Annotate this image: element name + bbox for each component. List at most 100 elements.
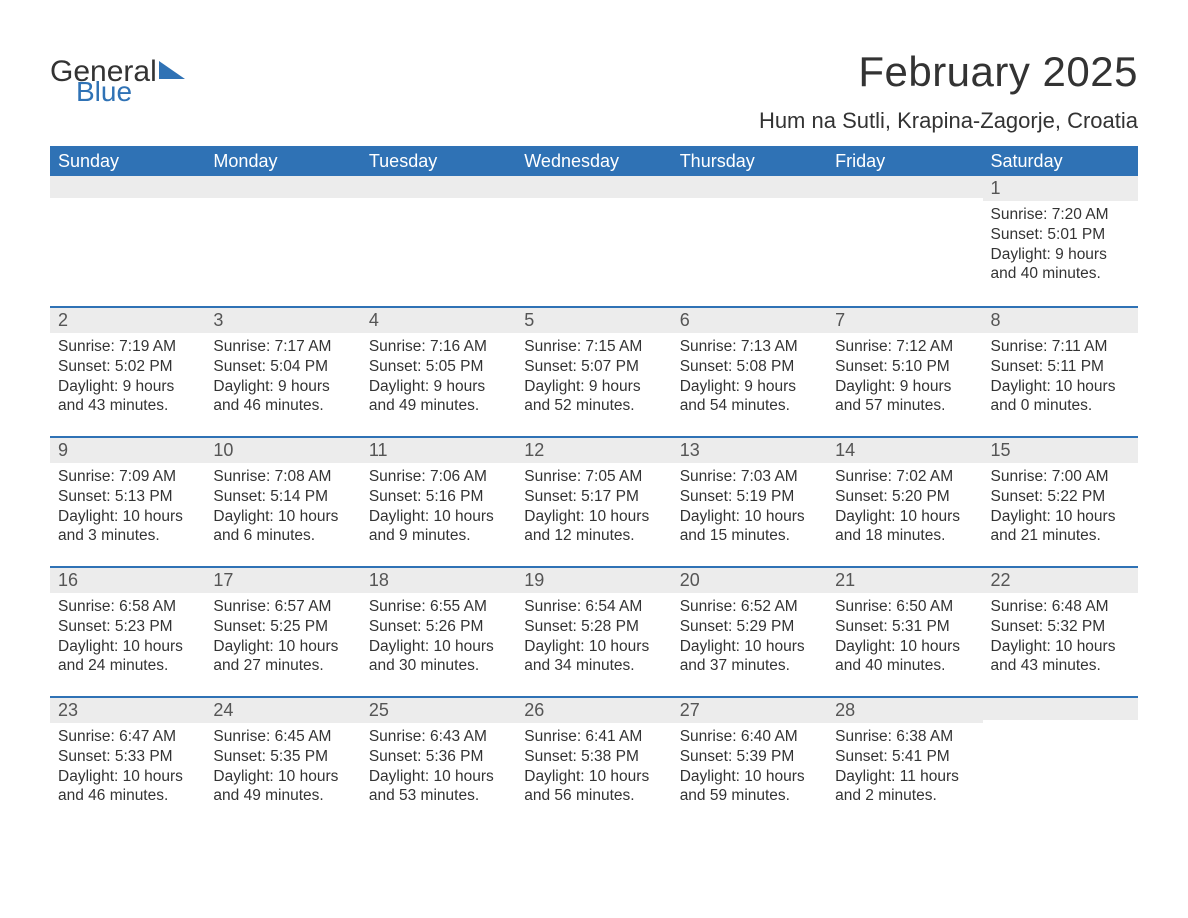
day-number-row: 5: [516, 306, 671, 333]
sunrise-line: Sunrise: 7:02 AM: [835, 467, 974, 487]
daylight-line: Daylight: 9 hours and 54 minutes.: [680, 377, 819, 417]
daylight-line: Daylight: 10 hours and 43 minutes.: [991, 637, 1130, 677]
daylight-line: Daylight: 10 hours and 12 minutes.: [524, 507, 663, 547]
sunrise-line: Sunrise: 7:20 AM: [991, 205, 1130, 225]
day-number: 26: [524, 700, 544, 720]
day-body: Sunrise: 6:52 AMSunset: 5:29 PMDaylight:…: [672, 593, 827, 684]
day-body: Sunrise: 7:09 AMSunset: 5:13 PMDaylight:…: [50, 463, 205, 554]
day-number: 22: [991, 570, 1011, 590]
day-number: 9: [58, 440, 68, 460]
daylight-line: Daylight: 10 hours and 56 minutes.: [524, 767, 663, 807]
day-number-row: 25: [361, 696, 516, 723]
calendar-head: SundayMondayTuesdayWednesdayThursdayFrid…: [50, 146, 1138, 176]
day-body: Sunrise: 7:08 AMSunset: 5:14 PMDaylight:…: [205, 463, 360, 554]
day-number-row: 17: [205, 566, 360, 593]
sunset-line: Sunset: 5:11 PM: [991, 357, 1130, 377]
day-number: 15: [991, 440, 1011, 460]
day-number: 2: [58, 310, 68, 330]
day-body: Sunrise: 7:17 AMSunset: 5:04 PMDaylight:…: [205, 333, 360, 424]
day-number: 8: [991, 310, 1001, 330]
calendar-day-cell: [672, 176, 827, 306]
calendar-day-cell: 1Sunrise: 7:20 AMSunset: 5:01 PMDaylight…: [983, 176, 1138, 306]
sunrise-line: Sunrise: 6:50 AM: [835, 597, 974, 617]
sunset-line: Sunset: 5:02 PM: [58, 357, 197, 377]
sunrise-line: Sunrise: 6:40 AM: [680, 727, 819, 747]
day-number-row: 28: [827, 696, 982, 723]
calendar-day-cell: 14Sunrise: 7:02 AMSunset: 5:20 PMDayligh…: [827, 436, 982, 566]
sunset-line: Sunset: 5:39 PM: [680, 747, 819, 767]
day-number-row: [205, 176, 360, 198]
day-number: 16: [58, 570, 78, 590]
weekday-header: Sunday: [50, 146, 205, 176]
day-number-row: 18: [361, 566, 516, 593]
weekday-header: Thursday: [672, 146, 827, 176]
title-block: February 2025 Hum na Sutli, Krapina-Zago…: [759, 48, 1138, 134]
day-body: [983, 720, 1138, 732]
sunset-line: Sunset: 5:16 PM: [369, 487, 508, 507]
sunset-line: Sunset: 5:32 PM: [991, 617, 1130, 637]
calendar-day-cell: [205, 176, 360, 306]
daylight-line: Daylight: 10 hours and 59 minutes.: [680, 767, 819, 807]
calendar-day-cell: 19Sunrise: 6:54 AMSunset: 5:28 PMDayligh…: [516, 566, 671, 696]
calendar-day-cell: [516, 176, 671, 306]
weekday-header: Wednesday: [516, 146, 671, 176]
day-number-row: 21: [827, 566, 982, 593]
day-number-row: 13: [672, 436, 827, 463]
sunrise-line: Sunrise: 7:13 AM: [680, 337, 819, 357]
weekday-header: Monday: [205, 146, 360, 176]
day-body: Sunrise: 7:11 AMSunset: 5:11 PMDaylight:…: [983, 333, 1138, 424]
day-number-row: 23: [50, 696, 205, 723]
calendar-day-cell: 7Sunrise: 7:12 AMSunset: 5:10 PMDaylight…: [827, 306, 982, 436]
sunset-line: Sunset: 5:25 PM: [213, 617, 352, 637]
calendar-day-cell: 11Sunrise: 7:06 AMSunset: 5:16 PMDayligh…: [361, 436, 516, 566]
sunrise-line: Sunrise: 6:41 AM: [524, 727, 663, 747]
day-body: Sunrise: 6:54 AMSunset: 5:28 PMDaylight:…: [516, 593, 671, 684]
sunrise-line: Sunrise: 6:47 AM: [58, 727, 197, 747]
sunset-line: Sunset: 5:20 PM: [835, 487, 974, 507]
location-text: Hum na Sutli, Krapina-Zagorje, Croatia: [759, 108, 1138, 134]
day-number: 27: [680, 700, 700, 720]
day-body: Sunrise: 7:05 AMSunset: 5:17 PMDaylight:…: [516, 463, 671, 554]
sunset-line: Sunset: 5:10 PM: [835, 357, 974, 377]
day-number: 21: [835, 570, 855, 590]
sunset-line: Sunset: 5:22 PM: [991, 487, 1130, 507]
sunset-line: Sunset: 5:14 PM: [213, 487, 352, 507]
day-number-row: 24: [205, 696, 360, 723]
page-header: General Blue February 2025 Hum na Sutli,…: [50, 48, 1138, 134]
daylight-line: Daylight: 9 hours and 49 minutes.: [369, 377, 508, 417]
sunset-line: Sunset: 5:13 PM: [58, 487, 197, 507]
sunset-line: Sunset: 5:35 PM: [213, 747, 352, 767]
day-body: Sunrise: 6:50 AMSunset: 5:31 PMDaylight:…: [827, 593, 982, 684]
day-number: 23: [58, 700, 78, 720]
sunset-line: Sunset: 5:31 PM: [835, 617, 974, 637]
day-body: [205, 198, 360, 210]
day-number: 10: [213, 440, 233, 460]
day-body: Sunrise: 7:00 AMSunset: 5:22 PMDaylight:…: [983, 463, 1138, 554]
calendar-body: 1Sunrise: 7:20 AMSunset: 5:01 PMDaylight…: [50, 176, 1138, 826]
sunset-line: Sunset: 5:05 PM: [369, 357, 508, 377]
calendar-day-cell: 23Sunrise: 6:47 AMSunset: 5:33 PMDayligh…: [50, 696, 205, 826]
day-body: Sunrise: 6:55 AMSunset: 5:26 PMDaylight:…: [361, 593, 516, 684]
sunset-line: Sunset: 5:07 PM: [524, 357, 663, 377]
day-number-row: 4: [361, 306, 516, 333]
day-number-row: 15: [983, 436, 1138, 463]
day-number-row: 9: [50, 436, 205, 463]
calendar-day-cell: 27 Sunrise: 6:40 AMSunset: 5:39 PMDayligh…: [672, 696, 827, 826]
calendar-day-cell: [827, 176, 982, 306]
daylight-line: Daylight: 10 hours and 21 minutes.: [991, 507, 1130, 547]
calendar-day-cell: [50, 176, 205, 306]
daylight-line: Daylight: 10 hours and 49 minutes.: [213, 767, 352, 807]
daylight-line: Daylight: 10 hours and 34 minutes.: [524, 637, 663, 677]
sunrise-line: Sunrise: 6:55 AM: [369, 597, 508, 617]
daylight-line: Daylight: 10 hours and 18 minutes.: [835, 507, 974, 547]
sunrise-line: Sunrise: 7:19 AM: [58, 337, 197, 357]
day-number-row: 16: [50, 566, 205, 593]
day-body: Sunrise: 7:19 AMSunset: 5:02 PMDaylight:…: [50, 333, 205, 424]
day-body: [50, 198, 205, 210]
day-number: 13: [680, 440, 700, 460]
day-number-row: 20: [672, 566, 827, 593]
calendar-table: SundayMondayTuesdayWednesdayThursdayFrid…: [50, 146, 1138, 826]
day-number-row: 6: [672, 306, 827, 333]
day-body: Sunrise: 7:12 AMSunset: 5:10 PMDaylight:…: [827, 333, 982, 424]
sunset-line: Sunset: 5:17 PM: [524, 487, 663, 507]
